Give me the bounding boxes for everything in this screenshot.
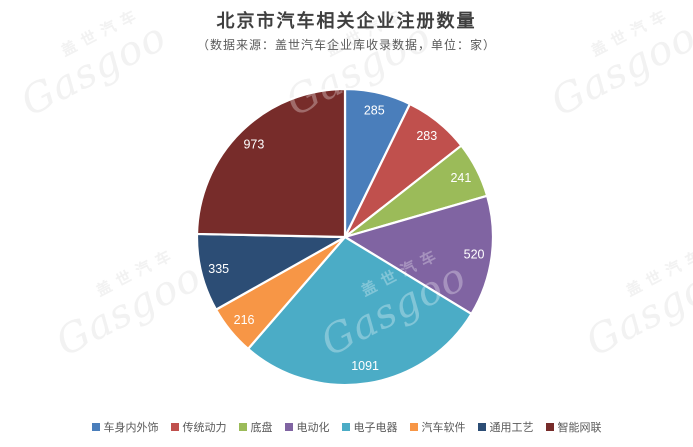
pie-slice-4 <box>247 235 473 387</box>
legend-item-4: 电子电器 <box>341 419 398 435</box>
legend-item-6: 通用工艺 <box>477 419 534 435</box>
legend-label: 智能网联 <box>557 422 602 434</box>
pie-data-label: 520 <box>464 248 485 262</box>
pie-data-label: 973 <box>243 137 264 151</box>
legend-item-5: 汽车软件 <box>409 419 466 435</box>
pie-data-label: 283 <box>416 129 437 143</box>
legend-label: 车身内外饰 <box>103 422 159 434</box>
legend-swatch-icon <box>170 423 179 431</box>
legend-swatch-icon <box>284 423 293 431</box>
pie-data-label: 1091 <box>351 359 379 373</box>
legend-swatch-icon <box>238 423 247 431</box>
legend-label: 传统动力 <box>182 422 227 434</box>
legend-label: 底盘 <box>250 422 273 434</box>
chart-legend: 车身内外饰 传统动力 底盘 电动化 电子电器 汽车软件 通用工艺 智能网联 <box>0 419 693 435</box>
pie-data-label: 241 <box>450 171 471 185</box>
chart-subtitle: （数据来源：盖世汽车企业库收录数据，单位：家） <box>196 38 496 52</box>
chart-header: 北京市汽车相关企业注册数量 （数据来源：盖世汽车企业库收录数据，单位：家） <box>0 7 693 53</box>
legend-swatch-icon <box>91 423 100 431</box>
legend-label: 通用工艺 <box>489 422 534 434</box>
pie-slice-3 <box>343 194 495 316</box>
pie-slice-7 <box>195 87 347 239</box>
legend-label: 电子电器 <box>353 422 398 434</box>
legend-item-3: 电动化 <box>284 419 330 435</box>
pie-data-label: 285 <box>364 103 385 117</box>
legend-item-0: 车身内外饰 <box>91 419 159 435</box>
legend-swatch-icon <box>341 423 350 431</box>
legend-swatch-icon <box>545 423 554 431</box>
legend-swatch-icon <box>409 423 418 431</box>
legend-item-7: 智能网联 <box>545 419 602 435</box>
legend-item-1: 传统动力 <box>170 419 227 435</box>
pie-data-label: 335 <box>208 262 229 276</box>
legend-label: 汽车软件 <box>421 422 466 434</box>
pie-data-label: 216 <box>234 313 255 327</box>
legend-label: 电动化 <box>296 422 330 434</box>
legend-swatch-icon <box>477 423 486 431</box>
chart-title: 北京市汽车相关企业注册数量 <box>216 11 477 31</box>
legend-item-2: 底盘 <box>238 419 273 435</box>
